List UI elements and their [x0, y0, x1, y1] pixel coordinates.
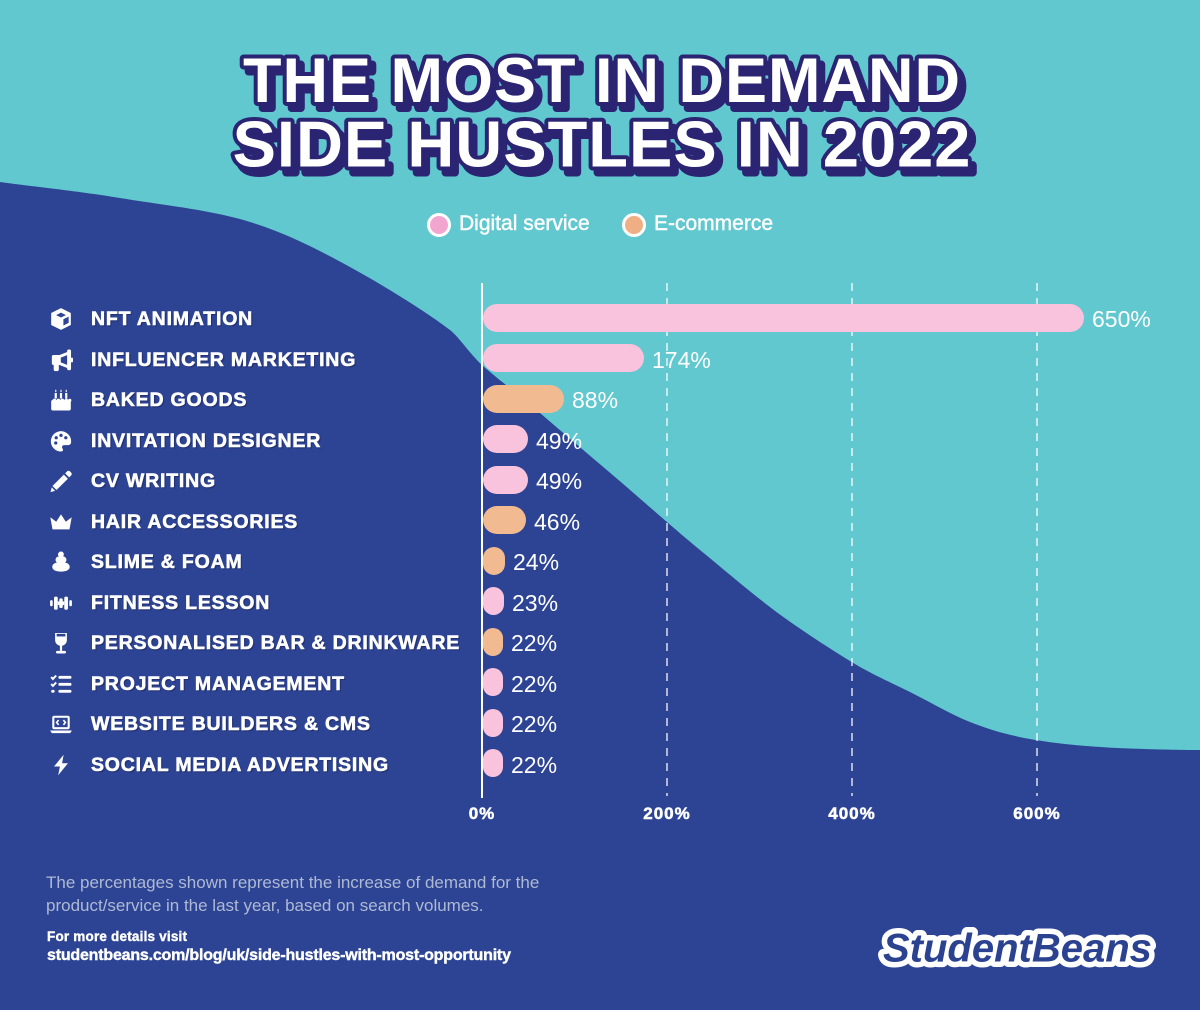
- svg-text:THE MOST IN DEMAND: THE MOST IN DEMAND: [248, 52, 966, 122]
- svg-text:SIDE HUSTLES IN 2022: SIDE HUSTLES IN 2022: [238, 114, 977, 184]
- svg-text:SIDE HUSTLES IN 2022: SIDE HUSTLES IN 2022: [233, 108, 972, 181]
- svg-text:StudentBeans: StudentBeans: [883, 927, 1152, 971]
- svg-text:THE MOST IN DEMAND: THE MOST IN DEMAND: [243, 46, 961, 116]
